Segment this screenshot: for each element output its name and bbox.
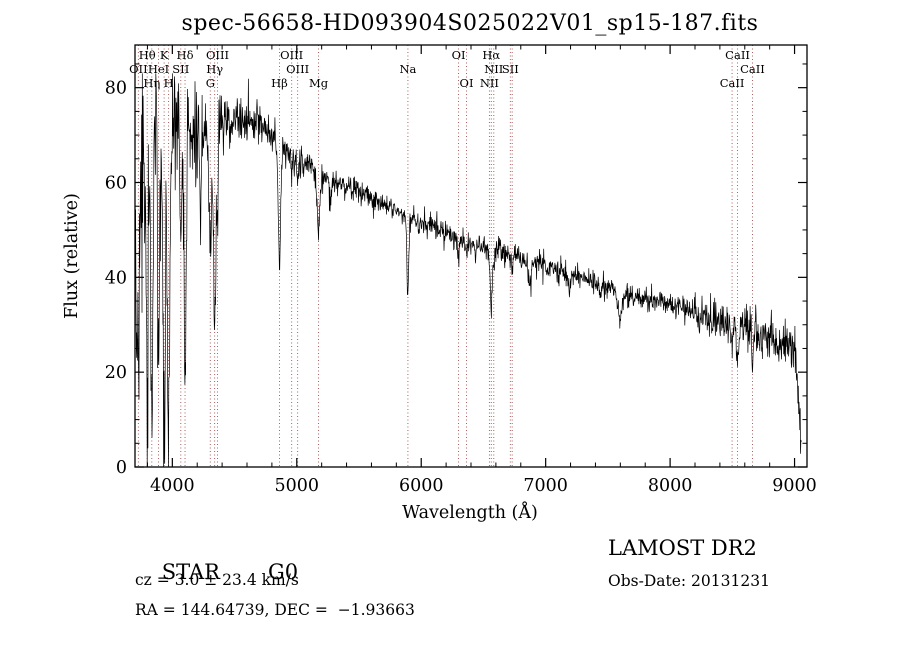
y-tick-label: 20 <box>105 363 127 383</box>
spectral-marker-label: Mg <box>309 76 329 90</box>
x-tick-label: 8000 <box>648 476 693 496</box>
y-tick-label: 80 <box>105 79 127 99</box>
x-axis-label: Wavelength (Å) <box>402 503 538 523</box>
spectral-marker-label: OIII <box>206 48 229 62</box>
spectral-marker-label: CaII <box>720 76 745 90</box>
object-subclass: G0 <box>267 560 299 584</box>
x-tick-label: 9000 <box>772 476 817 496</box>
chart-title: spec-56658-HD093904S025022V01_sp15-187.f… <box>181 11 759 36</box>
y-tick-label: 60 <box>105 174 127 194</box>
x-tick-label: 5000 <box>275 476 320 496</box>
spectral-marker-label: Na <box>399 62 416 76</box>
spectral-marker-label: HeI <box>148 62 169 76</box>
spectral-marker-label: Hα <box>482 48 500 62</box>
x-tick-label: 7000 <box>523 476 568 496</box>
y-tick-label: 40 <box>105 268 127 288</box>
spectral-marker-label: H <box>164 76 174 90</box>
ra-dec: RA = 144.64739, DEC = −1.93663 <box>135 601 415 619</box>
spectrum-path <box>135 73 802 468</box>
survey-label: LAMOST DR2 <box>608 536 757 560</box>
spectral-marker-label: SII <box>502 62 519 76</box>
cz-value: cz = 3.0 ± 23.4 km/s <box>135 571 299 589</box>
spectral-marker-label: Hγ <box>206 62 223 76</box>
spectral-marker-label: OI <box>460 76 474 90</box>
spectral-marker-label: CaII <box>725 48 750 62</box>
x-tick-label: 6000 <box>399 476 444 496</box>
object-class: STAR <box>161 560 220 584</box>
x-tick-label: 4000 <box>150 476 195 496</box>
spectral-marker-label: Hβ <box>271 76 288 90</box>
spectral-marker-label: OIII <box>286 62 309 76</box>
y-axis-label: Flux (relative) <box>62 193 82 319</box>
spectral-marker-label: Hθ <box>139 48 156 62</box>
obs-date: Obs-Date: 20131231 <box>608 572 770 590</box>
spectral-marker-label: Hδ <box>177 48 194 62</box>
spectral-marker-label: OI <box>452 48 466 62</box>
y-tick-label: 0 <box>116 458 127 478</box>
spectral-marker-label: Hη <box>143 76 160 90</box>
spectral-marker-label: NII <box>480 76 499 90</box>
spectral-marker-label: NII <box>484 62 503 76</box>
spectral-marker-label: OII <box>129 62 148 76</box>
spectral-marker-label: G <box>206 76 215 90</box>
classification-line: STAR G0 <box>135 536 298 608</box>
spectral-marker-label: K <box>160 48 169 62</box>
spectral-marker-label: CaII <box>740 62 765 76</box>
spectral-marker-label: OIII <box>280 48 303 62</box>
spectral-marker-label: SII <box>172 62 189 76</box>
